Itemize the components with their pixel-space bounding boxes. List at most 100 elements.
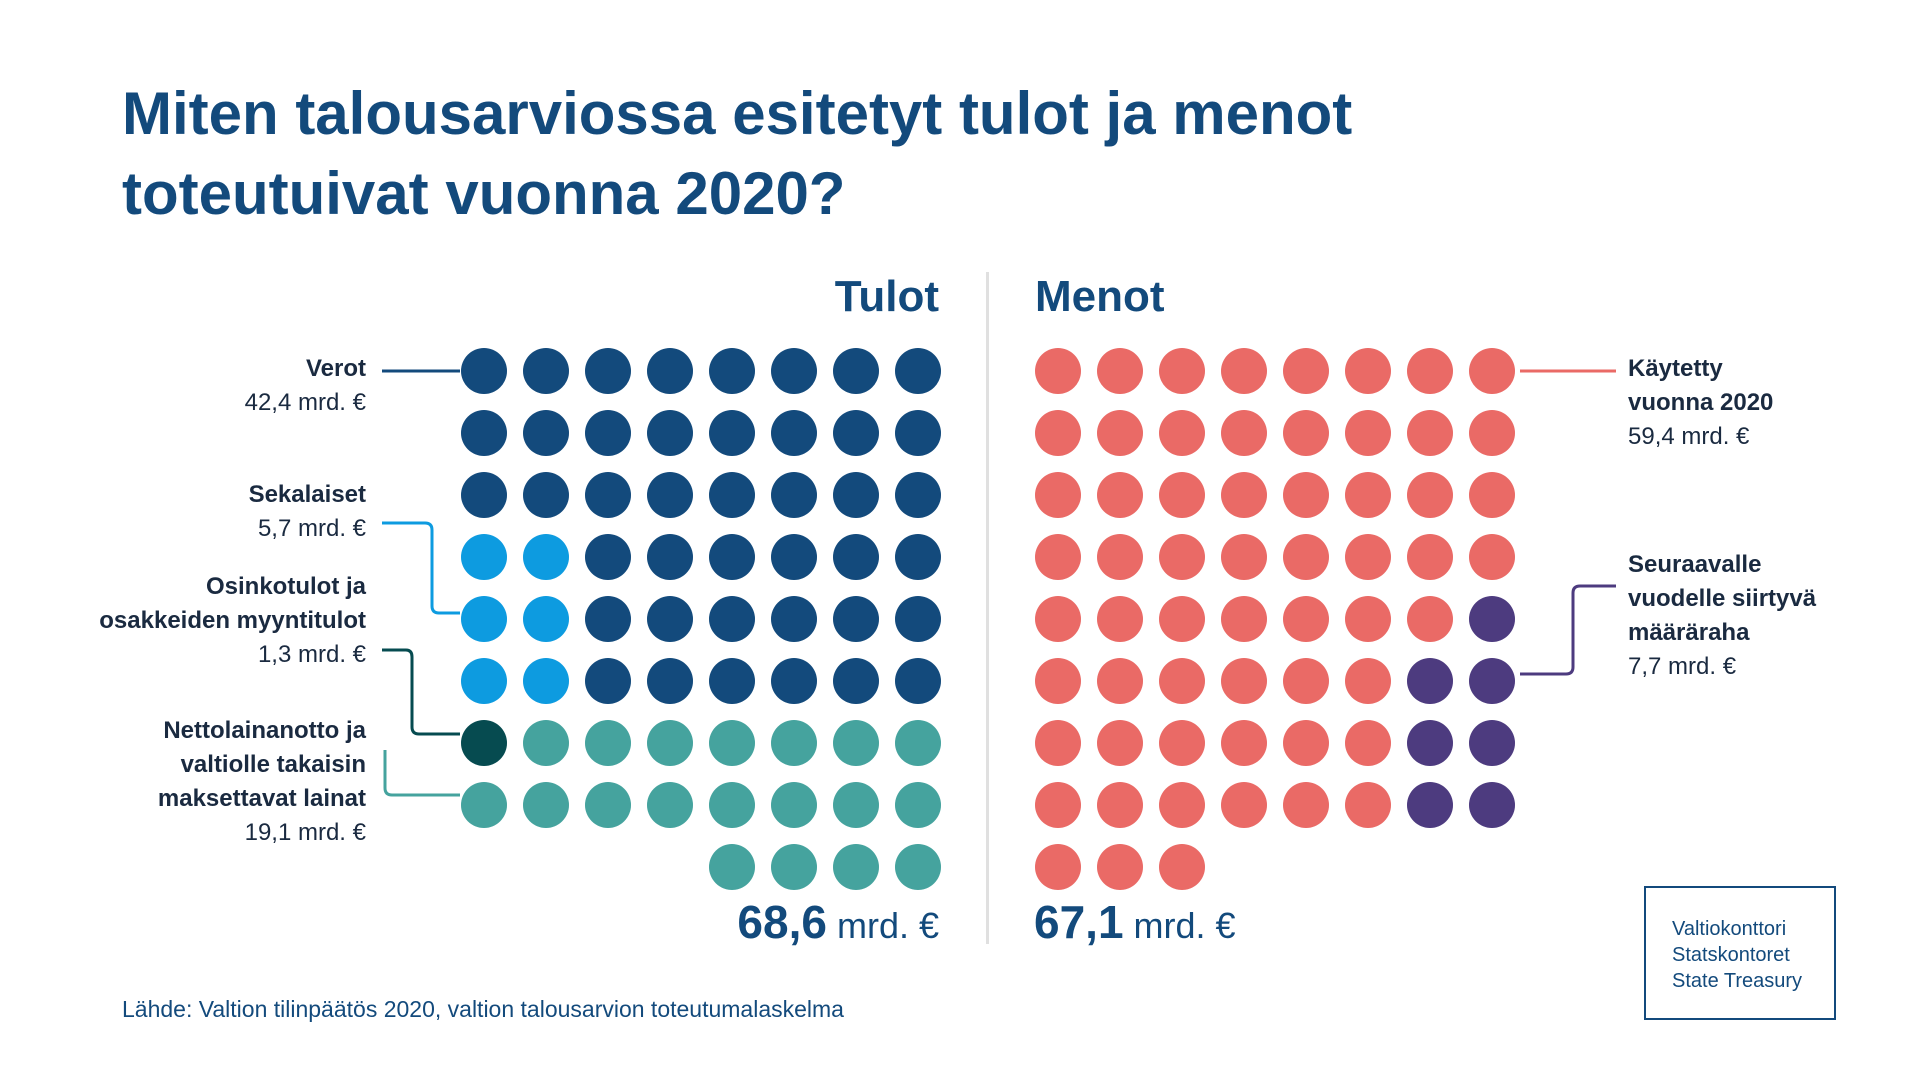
osinko-name-1: Osinkotulot ja: [205, 573, 366, 600]
logo-line-2: Statskontoret: [1672, 944, 1790, 966]
tulot-dot: [709, 348, 755, 394]
sekalaiset-value: 5,7 mrd. €: [257, 515, 366, 542]
label-kaytetty: Käytetty vuonna 2020 59,4 mrd. €: [1628, 352, 1773, 454]
menot-dot: [1097, 658, 1143, 704]
menot-total: 67,1 mrd. €: [1034, 897, 1236, 951]
menot-dot: [1159, 658, 1205, 704]
tulot-dot: [771, 720, 817, 766]
menot-total-unit: mrd. €: [1133, 905, 1236, 946]
tulot-dot: [585, 720, 631, 766]
osinko-value: 1,3 mrd. €: [257, 641, 366, 668]
tulot-dot: [461, 658, 507, 704]
label-sekalaiset: Sekalaiset 5,7 mrd. €: [249, 478, 366, 546]
tulot-dot: [895, 658, 941, 704]
tulot-dot: [461, 534, 507, 580]
tulot-dot: [647, 720, 693, 766]
kaytetty-name-1: Käytetty: [1628, 355, 1723, 382]
tulot-dot: [833, 410, 879, 456]
tulot-dot: [585, 472, 631, 518]
menot-total-number: 67,1: [1034, 896, 1124, 948]
menot-dot: [1407, 658, 1453, 704]
netto-name-2: valtiolle takaisin: [180, 751, 366, 778]
tulot-dot: [895, 720, 941, 766]
menot-dot: [1407, 348, 1453, 394]
tulot-total: 68,6 mrd. €: [737, 897, 939, 951]
seuraava-name-2: vuodelle siirtyvä: [1628, 585, 1817, 612]
menot-dot: [1035, 720, 1081, 766]
verot-value: 42,4 mrd. €: [244, 389, 366, 416]
menot-dot: [1221, 534, 1267, 580]
menot-dot: [1221, 720, 1267, 766]
menot-dot: [1035, 658, 1081, 704]
osinko-name-2: osakkeiden myyntitulot: [99, 607, 366, 634]
menot-dot: [1407, 410, 1453, 456]
tulot-dot: [833, 844, 879, 890]
tulot-dot: [461, 472, 507, 518]
menot-dot: [1159, 348, 1205, 394]
menot-dot: [1345, 472, 1391, 518]
tulot-dot: [523, 410, 569, 456]
tulot-dot: [771, 782, 817, 828]
menot-dot: [1283, 472, 1329, 518]
kaytetty-value: 59,4 mrd. €: [1628, 423, 1750, 450]
tulot-dot: [771, 658, 817, 704]
tulot-header: Tulot: [834, 272, 939, 321]
tulot-dot: [709, 844, 755, 890]
menot-dot: [1159, 782, 1205, 828]
menot-dot: [1345, 596, 1391, 642]
menot-dot: [1221, 658, 1267, 704]
center-divider: [986, 272, 989, 944]
tulot-dot: [833, 782, 879, 828]
menot-dot: [1407, 472, 1453, 518]
page-title: Miten talousarviossa esitetyt tulot ja m…: [122, 74, 1622, 234]
tulot-dot: [523, 534, 569, 580]
menot-dot: [1159, 534, 1205, 580]
label-netto: Nettolainanotto ja valtiolle takaisin ma…: [158, 714, 366, 850]
tulot-dot: [709, 534, 755, 580]
tulot-dot: [771, 410, 817, 456]
menot-dot: [1407, 782, 1453, 828]
tulot-dot: [461, 720, 507, 766]
menot-dot: [1035, 534, 1081, 580]
tulot-dot: [585, 410, 631, 456]
menot-header: Menot: [1035, 272, 1165, 321]
tulot-dots: [461, 348, 941, 890]
menot-dot: [1159, 472, 1205, 518]
netto-name-3: maksettavat lainat: [157, 785, 366, 812]
menot-dot: [1035, 844, 1081, 890]
menot-dot: [1283, 534, 1329, 580]
tulot-dot: [647, 658, 693, 704]
menot-dot: [1221, 348, 1267, 394]
menot-dot: [1283, 596, 1329, 642]
seuraava-name-3: määräraha: [1628, 619, 1750, 646]
sekalaiset-connector: [382, 521, 460, 615]
tulot-dot: [709, 720, 755, 766]
menot-dot: [1035, 410, 1081, 456]
label-connectors: [382, 369, 1616, 797]
tulot-dot: [771, 596, 817, 642]
tulot-dot: [523, 596, 569, 642]
tulot-dot: [647, 348, 693, 394]
menot-dot: [1035, 782, 1081, 828]
source-note: Lähde: Valtion tilinpäätös 2020, valtion…: [122, 996, 844, 1022]
menot-dot: [1097, 596, 1143, 642]
tulot-dot: [647, 410, 693, 456]
tulot-dot: [585, 534, 631, 580]
seuraava-name-1: Seuraavalle: [1628, 551, 1762, 578]
tulot-dot: [709, 472, 755, 518]
tulot-dot: [461, 596, 507, 642]
tulot-dot: [895, 534, 941, 580]
title-line-2: toteutuivat vuonna 2020?: [122, 160, 846, 227]
menot-dot: [1097, 534, 1143, 580]
menot-dot: [1345, 534, 1391, 580]
menot-dot: [1097, 782, 1143, 828]
tulot-dot: [895, 844, 941, 890]
tulot-dot: [461, 410, 507, 456]
menot-dot: [1035, 348, 1081, 394]
tulot-total-unit: mrd. €: [836, 905, 939, 946]
tulot-total-number: 68,6: [737, 896, 827, 948]
menot-dot: [1283, 348, 1329, 394]
tulot-dot: [523, 472, 569, 518]
tulot-dot: [771, 844, 817, 890]
